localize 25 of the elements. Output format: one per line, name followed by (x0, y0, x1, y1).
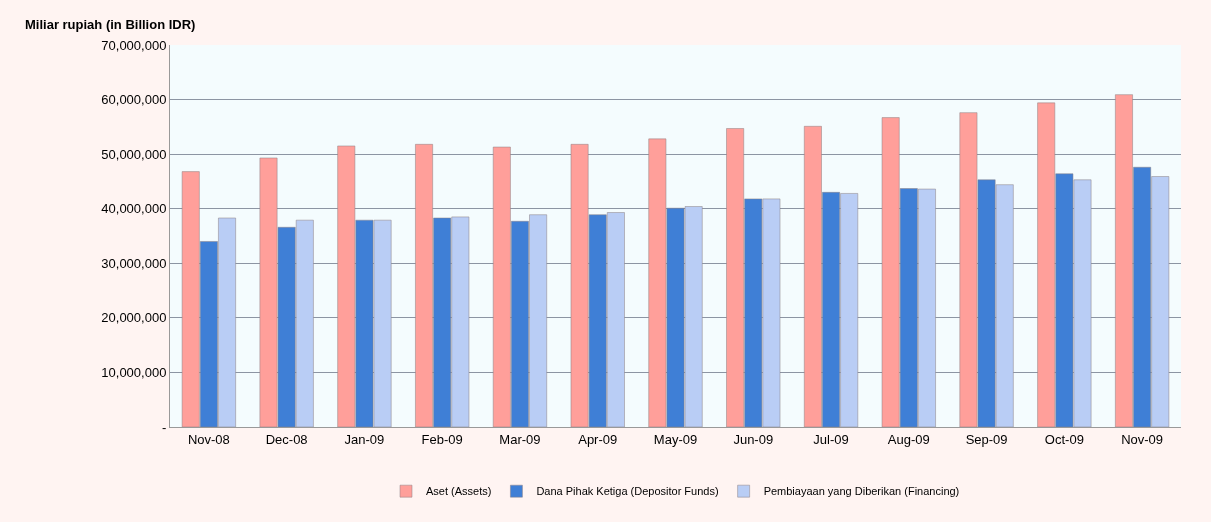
y-tick-label: 20,000,000 (101, 310, 167, 326)
x-tick-label: Oct-09 (1044, 431, 1084, 447)
x-tick-label: Apr-09 (578, 431, 618, 447)
x-tick-label: May-09 (653, 431, 698, 447)
y-axis-title: Miliar rupiah (in Billion IDR) (25, 17, 196, 32)
y-tick-label: 70,000,000 (101, 37, 167, 53)
x-tick-label: Sep-09 (965, 431, 1008, 447)
x-tick-label: Nov-08 (187, 431, 230, 447)
legend-label: Aset (Assets) (426, 485, 492, 498)
x-tick-label: Jan-09 (344, 431, 385, 447)
y-tick-label: 40,000,000 (101, 201, 167, 217)
y-tick-label: - (162, 419, 167, 435)
x-tick-label: Feb-09 (421, 431, 463, 447)
y-tick-label: 10,000,000 (101, 364, 167, 380)
legend-label: Dana Pihak Ketiga (Depositor Funds) (536, 485, 719, 498)
x-tick-label: Mar-09 (499, 431, 541, 447)
y-tick-label: 60,000,000 (101, 92, 167, 108)
x-tick-label: Nov-09 (1121, 431, 1164, 447)
x-tick-label: Jul-09 (813, 431, 849, 447)
x-tick-label: Dec-08 (265, 431, 308, 447)
x-tick-label: Aug-09 (887, 431, 930, 447)
y-tick-label: 50,000,000 (101, 146, 167, 162)
legend-label: Pembiayaan yang Diberikan (Financing) (763, 485, 960, 498)
y-tick-label: 30,000,000 (101, 255, 167, 271)
x-tick-label: Jun-09 (733, 431, 774, 447)
